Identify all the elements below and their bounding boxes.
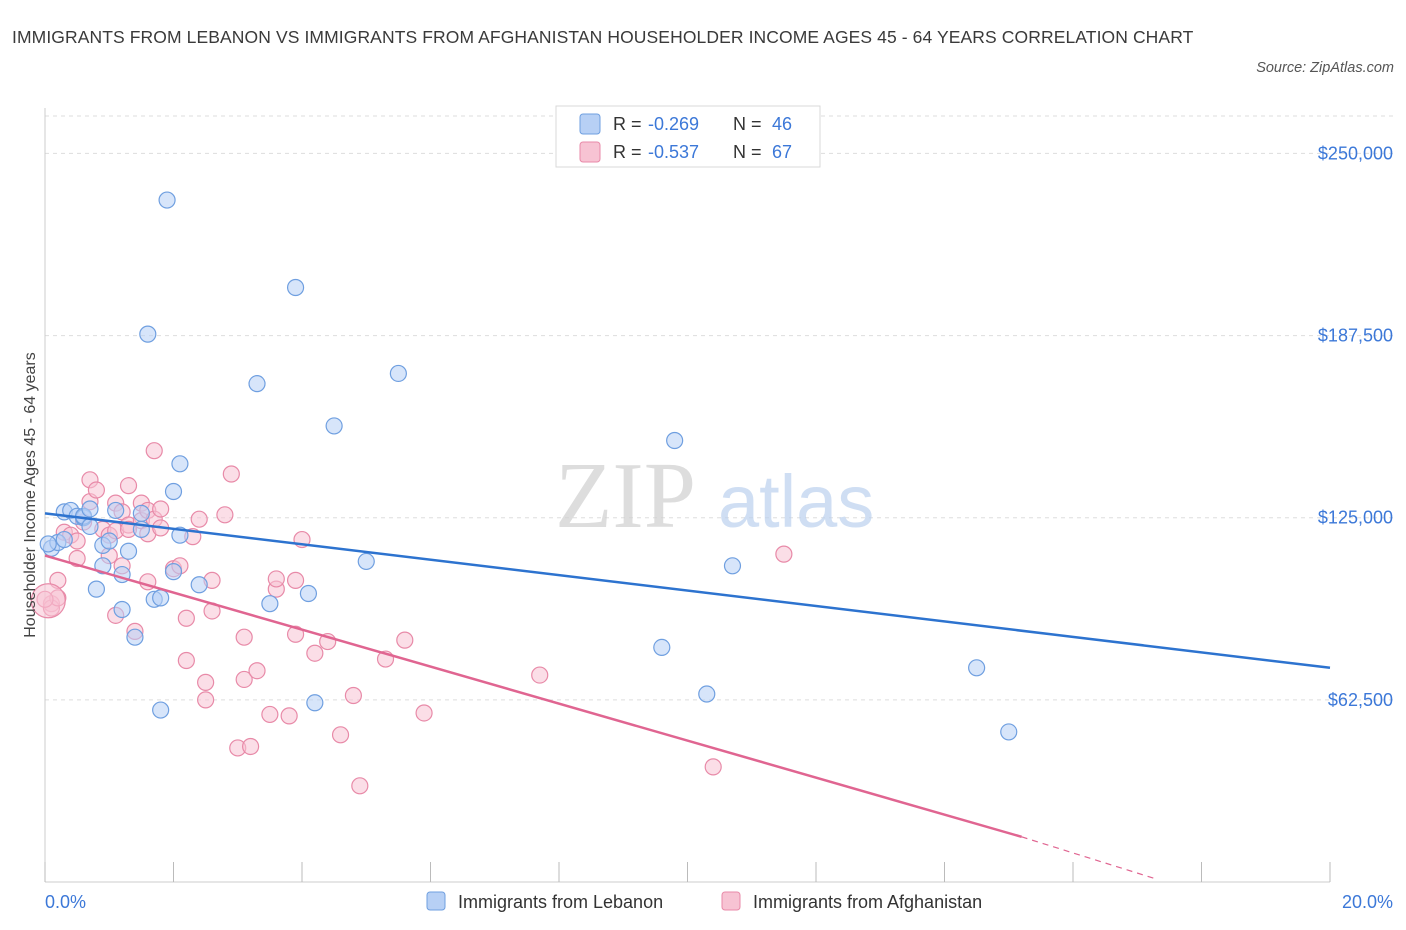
- chart-title: IMMIGRANTS FROM LEBANON VS IMMIGRANTS FR…: [12, 27, 1194, 47]
- lebanon-point-10: [87, 580, 106, 598]
- lebanon-point-13: [100, 532, 118, 550]
- lebanon-point-40: [666, 431, 684, 450]
- afghanistan-point-35: [177, 609, 195, 627]
- afghanistan-point-61: [351, 777, 369, 795]
- lebanon-point-31: [248, 375, 266, 393]
- legend-r-label-afghanistan: R =: [613, 142, 642, 162]
- afghanistan-point-67: [775, 545, 793, 563]
- legend-n-value-lebanon: 46: [772, 114, 792, 134]
- afghanistan-point-36: [177, 651, 195, 670]
- afghanistan-point-65: [531, 666, 549, 684]
- legend-r-label-lebanon: R =: [613, 114, 642, 134]
- legend-swatch-afghanistan[interactable]: [579, 141, 601, 163]
- afghanistan-point-50: [261, 705, 279, 724]
- legend-n-label-lebanon: N =: [733, 114, 762, 134]
- lebanon-point-32: [261, 595, 279, 613]
- trend-lines: [44, 512, 1331, 880]
- lebanon-point-36: [325, 417, 343, 435]
- watermark-zip: ZIP: [555, 444, 696, 548]
- source-label: Source: ZipAtlas.com: [1256, 60, 1394, 76]
- lebanon-point-35: [306, 694, 324, 712]
- lebanon-point-29: [171, 455, 189, 473]
- legend-n-label-afghanistan: N =: [733, 142, 762, 162]
- afghanistan-point-63: [396, 631, 414, 649]
- legend-n-value-afghanistan: 67: [772, 142, 792, 162]
- afghanistan-point-39: [197, 673, 215, 691]
- lebanon-point-21: [139, 325, 157, 343]
- lebanon-point-41: [698, 685, 716, 703]
- afghanistan-point-11: [87, 481, 106, 499]
- lebanon-point-38: [389, 364, 407, 383]
- lebanon-point-15: [113, 600, 131, 619]
- afghanistan-point-47: [242, 737, 260, 756]
- legend-bottom: Immigrants from Lebanon Immigrants from …: [426, 891, 982, 912]
- lebanon-point-44: [1000, 723, 1018, 741]
- legend-top: R = -0.269 N = 46 R = -0.537 N = 67: [555, 105, 821, 168]
- legend-bottom-swatch-afghanistan[interactable]: [721, 891, 741, 911]
- lebanon-point-26: [164, 563, 183, 581]
- lebanon-point-23: [152, 701, 170, 719]
- legend-r-value-afghanistan: -0.537: [648, 142, 699, 162]
- lebanon-trend-line: [44, 512, 1331, 670]
- y-tick-label-2: $187,500: [1318, 326, 1393, 346]
- afghanistan-trend-extension: [1021, 836, 1157, 880]
- lebanon-point-45: [39, 535, 57, 553]
- legend-bottom-label-afghanistan: Immigrants from Afghanistan: [753, 892, 982, 912]
- lebanon-point-25: [158, 191, 176, 209]
- y-tick-label-0: $62,500: [1328, 690, 1393, 710]
- afghanistan-point-53: [280, 707, 298, 725]
- lebanon-point-42: [723, 557, 742, 575]
- legend-bottom-swatch-lebanon[interactable]: [426, 891, 446, 911]
- lebanon-point-24: [152, 589, 170, 607]
- x-tick-label-1: 20.0%: [1342, 892, 1393, 912]
- lebanon-point-27: [164, 482, 183, 501]
- lebanon-point-14: [107, 501, 125, 520]
- afghanistan-point-66: [704, 758, 722, 776]
- afghanistan-point-46: [235, 628, 253, 646]
- lebanon-point-30: [190, 576, 208, 594]
- lebanon-point-20: [132, 504, 150, 522]
- afghanistan-point-48: [235, 670, 253, 689]
- axes: [44, 108, 1331, 883]
- legend-r-value-lebanon: -0.269: [648, 114, 699, 134]
- lebanon-point-34: [299, 584, 318, 603]
- y-axis-label: Householder Income Ages 45 - 64 years: [22, 352, 39, 638]
- afghanistan-trend-line: [44, 554, 1022, 839]
- x-tick-label-0: 0.0%: [45, 892, 86, 912]
- afghanistan-point-55: [286, 625, 305, 643]
- lebanon-point-33: [286, 278, 305, 297]
- legend-bottom-label-lebanon: Immigrants from Lebanon: [458, 892, 663, 912]
- afghanistan-point-54: [286, 571, 305, 589]
- watermark-atlas: atlas: [718, 460, 874, 543]
- afghanistan-point-21: [119, 477, 138, 495]
- afghanistan-point-60: [344, 686, 362, 705]
- afghanistan-point-64: [415, 704, 433, 722]
- afghanistan-point-59: [331, 726, 350, 744]
- afghanistan-point-44: [222, 465, 240, 483]
- afghanistan-point-38: [190, 510, 208, 528]
- afghanistan-point-57: [306, 644, 324, 662]
- afghanistan-point-43: [216, 506, 234, 524]
- afghanistan-point-40: [197, 691, 215, 709]
- lebanon-point-8: [81, 517, 99, 536]
- afghanistan-point-30: [145, 442, 163, 460]
- lebanon-point-39: [653, 638, 671, 657]
- grid-lines: [45, 115, 1394, 701]
- lebanon-point-37: [357, 552, 375, 571]
- lebanon-point-2: [55, 530, 73, 549]
- lebanon-point-18: [126, 628, 144, 646]
- afghanistan-point-49: [248, 662, 266, 680]
- lebanon-point-17: [119, 542, 138, 560]
- afghanistan-cluster-point: [30, 583, 66, 619]
- afghanistan-point-32: [152, 500, 170, 518]
- tick-labels: $62,500 $125,000 $187,500 $250,000 0.0% 20.0%: [45, 143, 1393, 912]
- lebanon-point-9: [81, 500, 99, 518]
- y-tick-label-1: $125,000: [1318, 508, 1393, 528]
- afghanistan-point-52: [267, 570, 285, 588]
- legend-swatch-lebanon[interactable]: [579, 113, 601, 135]
- y-tick-label-3: $250,000: [1318, 143, 1393, 163]
- lebanon-point-43: [968, 659, 986, 677]
